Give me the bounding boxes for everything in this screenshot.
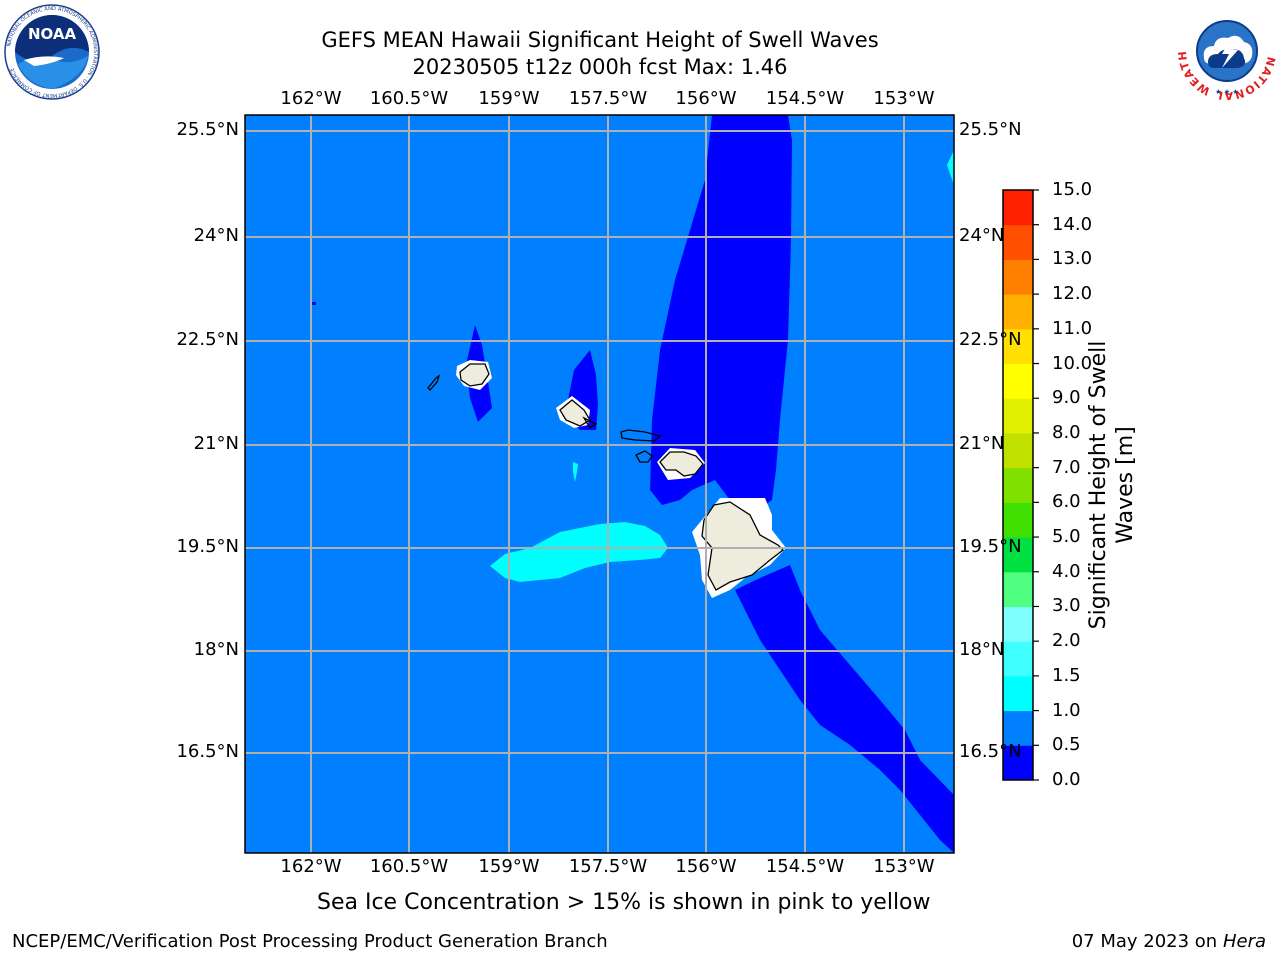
lat-tick-left-label: 19.5°N xyxy=(176,536,239,557)
lon-tick-bottom-label: 160.5°W xyxy=(369,856,449,877)
lat-tick-right-label: 16.5°N xyxy=(959,741,1022,762)
swell-band-mid-ne xyxy=(947,150,954,185)
colorbar-frame xyxy=(1002,189,1034,781)
colorbar-label: 0.0 xyxy=(1052,769,1081,790)
colorbar-segment xyxy=(1003,606,1033,642)
swell-band-low-south xyxy=(735,565,954,853)
lon-tick-bottom-label: 156°W xyxy=(675,856,737,877)
colorbar-label: 6.0 xyxy=(1052,491,1081,513)
colorbar-segment xyxy=(1003,259,1033,295)
colorbar-segment xyxy=(1003,710,1033,746)
noaa-logo: NOAA NATIONAL OCEANIC AND ATMOSPHERIC AD… xyxy=(4,4,100,100)
colorbar-segment xyxy=(1003,224,1033,260)
lon-tick-bottom-label: 154.5°W xyxy=(765,856,845,877)
lat-tick-right-label: 24°N xyxy=(959,225,1005,246)
island-hawaii xyxy=(701,501,784,591)
colorbar-segment xyxy=(1003,190,1033,226)
lat-tick-left-label: 25.5°N xyxy=(176,119,239,140)
colorbar-segment xyxy=(1003,745,1033,781)
island-lanai xyxy=(635,450,653,463)
lon-tick-bottom-label: 162°W xyxy=(280,856,342,877)
land-layer xyxy=(427,363,784,591)
lon-tick-top-label: 159°W xyxy=(478,88,540,109)
colorbar-segment xyxy=(1003,363,1033,399)
footer-date: 07 May 2023 on Hera xyxy=(1072,931,1266,952)
lon-tick-top-label: 157.5°W xyxy=(568,88,648,109)
colorbar-label: 12.0 xyxy=(1052,283,1093,305)
island-maui xyxy=(659,451,704,477)
lon-tick-bottom-label: 153°W xyxy=(873,856,935,877)
colorbar-segment xyxy=(1003,294,1033,330)
svg-text:★ ★ ★: ★ ★ ★ xyxy=(1215,88,1238,96)
colorbar-title-line1: Significant Height of Swell xyxy=(1086,340,1111,630)
map-subtitle: 20230505 t12z 000h fcst Max: 1.46 xyxy=(412,55,788,79)
colorbar-label: 8.0 xyxy=(1052,421,1081,443)
colorbar-label: 7.0 xyxy=(1052,456,1081,478)
lon-tick-bottom-label: 159°W xyxy=(478,856,540,877)
lat-tick-left-label: 18°N xyxy=(193,639,239,660)
colorbar-label: 5.0 xyxy=(1052,526,1081,548)
lon-tick-top-label: 162°W xyxy=(280,88,342,109)
lat-tick-left-label: 21°N xyxy=(193,433,239,454)
colorbar-segment xyxy=(1003,432,1033,469)
swell-band-low-main xyxy=(650,115,792,505)
colorbar-label: 1.5 xyxy=(1052,664,1081,686)
island-oahu xyxy=(559,399,591,427)
colorbar-label: 2.0 xyxy=(1052,630,1081,652)
lat-tick-left-label: 16.5°N xyxy=(176,741,239,762)
map-frame xyxy=(244,114,955,854)
colorbar-segment xyxy=(1003,328,1033,365)
footer-date-text: 07 May 2023 on xyxy=(1071,931,1218,952)
lon-tick-top-label: 160.5°W xyxy=(369,88,449,109)
island-oahu-tail xyxy=(582,416,598,429)
footer-branch: NCEP/EMC/Verification Post Processing Pr… xyxy=(12,931,608,952)
sea-ice-note: Sea Ice Concentration > 15% is shown in … xyxy=(317,890,931,915)
colorbar-label: 15.0 xyxy=(1052,179,1093,200)
colorbar-label: 9.0 xyxy=(1052,387,1081,409)
lat-tick-right-label: 25.5°N xyxy=(959,119,1022,140)
colorbar-label: 1.0 xyxy=(1052,699,1081,721)
colorbar-segment xyxy=(1003,537,1033,573)
lat-tick-right-label: 22.5°N xyxy=(959,329,1022,350)
map-area xyxy=(245,115,954,853)
colorbar-label: 0.5 xyxy=(1052,734,1081,756)
lat-tick-right-label: 19.5°N xyxy=(959,536,1022,557)
colorbar-label: 10.0 xyxy=(1052,352,1093,374)
map-title: GEFS MEAN Hawaii Significant Height of S… xyxy=(321,28,879,52)
colorbar-label: 14.0 xyxy=(1052,213,1093,235)
colorbar-title-line2: Waves [m] xyxy=(1113,426,1138,544)
colorbar-label: 11.0 xyxy=(1052,317,1093,339)
lat-tick-right-label: 18°N xyxy=(959,639,1005,660)
colorbar-label: 13.0 xyxy=(1052,248,1093,270)
island-molokai xyxy=(620,429,662,442)
lon-tick-top-label: 154.5°W xyxy=(765,88,845,109)
island-kauai xyxy=(459,363,490,387)
lat-tick-left-label: 22.5°N xyxy=(176,329,239,350)
colorbar-segment xyxy=(1003,641,1033,677)
colorbar-segment xyxy=(1003,467,1033,503)
colorbar-segment xyxy=(1003,398,1033,434)
colorbar-label: 3.0 xyxy=(1052,595,1081,617)
lon-tick-bottom-label: 157.5°W xyxy=(568,856,648,877)
nws-logo: NATIONAL WEATHER SERVICE ★ ★ ★ xyxy=(1178,2,1276,100)
colorbar-segment xyxy=(1003,571,1033,607)
footer-host: Hera xyxy=(1222,931,1266,952)
lat-tick-left-label: 24°N xyxy=(193,225,239,246)
lat-tick-right-label: 21°N xyxy=(959,433,1005,454)
lon-tick-top-label: 153°W xyxy=(873,88,935,109)
colorbar xyxy=(1003,189,1039,781)
noaa-logo-text: NOAA xyxy=(28,25,77,43)
lon-tick-top-label: 156°W xyxy=(675,88,737,109)
swell-band-mid-west xyxy=(490,522,668,582)
colorbar-segment xyxy=(1003,502,1033,538)
island-niihau xyxy=(427,374,441,391)
graticule xyxy=(245,115,954,853)
colorbar-label: 4.0 xyxy=(1052,560,1081,582)
colorbar-segment xyxy=(1003,675,1033,712)
swell-patch-tiny xyxy=(312,302,316,305)
swell-spot-cyan xyxy=(573,462,578,482)
